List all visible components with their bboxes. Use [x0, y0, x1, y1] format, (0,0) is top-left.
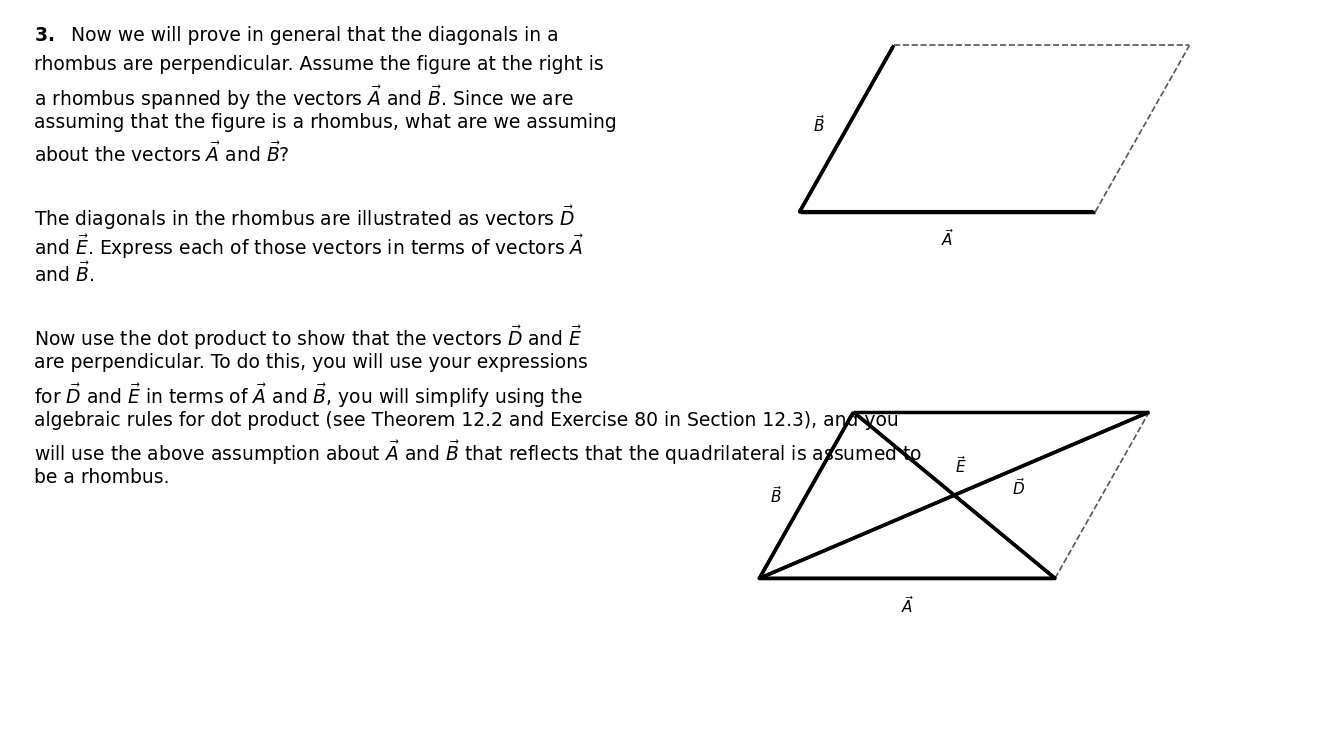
Text: for $\vec{D}$ and $\vec{E}$ in terms of $\vec{A}$ and $\vec{B}$, you will simpli: for $\vec{D}$ and $\vec{E}$ in terms of …	[34, 382, 582, 410]
Text: $\vec{E}$: $\vec{E}$	[956, 455, 966, 476]
Text: and $\vec{E}$. Express each of those vectors in terms of vectors $\vec{A}$: and $\vec{E}$. Express each of those vec…	[34, 233, 585, 261]
Text: $\vec{B}$: $\vec{B}$	[770, 485, 782, 506]
Text: and $\vec{B}$.: and $\vec{B}$.	[34, 262, 94, 286]
Text: be a rhombus.: be a rhombus.	[34, 468, 169, 487]
Text: Now use the dot product to show that the vectors $\vec{D}$ and $\vec{E}$: Now use the dot product to show that the…	[34, 324, 582, 352]
Text: $\mathbf{3.}$: $\mathbf{3.}$	[34, 26, 54, 45]
Text: $\vec{B}$: $\vec{B}$	[813, 114, 825, 135]
Text: $\vec{D}$: $\vec{D}$	[1012, 477, 1025, 498]
Text: algebraic rules for dot product (see Theorem 12.2 and Exercise 80 in Section 12.: algebraic rules for dot product (see The…	[34, 411, 898, 429]
Text: The diagonals in the rhombus are illustrated as vectors $\vec{D}$: The diagonals in the rhombus are illustr…	[34, 204, 575, 232]
Text: $\vec{A}$: $\vec{A}$	[900, 595, 914, 616]
Text: rhombus are perpendicular. Assume the figure at the right is: rhombus are perpendicular. Assume the fi…	[34, 55, 603, 74]
Text: about the vectors $\vec{A}$ and $\vec{B}$?: about the vectors $\vec{A}$ and $\vec{B}…	[34, 141, 289, 166]
Text: $\vec{A}$: $\vec{A}$	[941, 228, 954, 249]
Text: Now we will prove in general that the diagonals in a: Now we will prove in general that the di…	[71, 26, 559, 45]
Text: are perpendicular. To do this, you will use your expressions: are perpendicular. To do this, you will …	[34, 353, 587, 372]
Text: assuming that the figure is a rhombus, what are we assuming: assuming that the figure is a rhombus, w…	[34, 113, 617, 132]
Text: a rhombus spanned by the vectors $\vec{A}$ and $\vec{B}$. Since we are: a rhombus spanned by the vectors $\vec{A…	[34, 84, 574, 112]
Text: will use the above assumption about $\vec{A}$ and $\vec{B}$ that reflects that t: will use the above assumption about $\ve…	[34, 439, 922, 467]
